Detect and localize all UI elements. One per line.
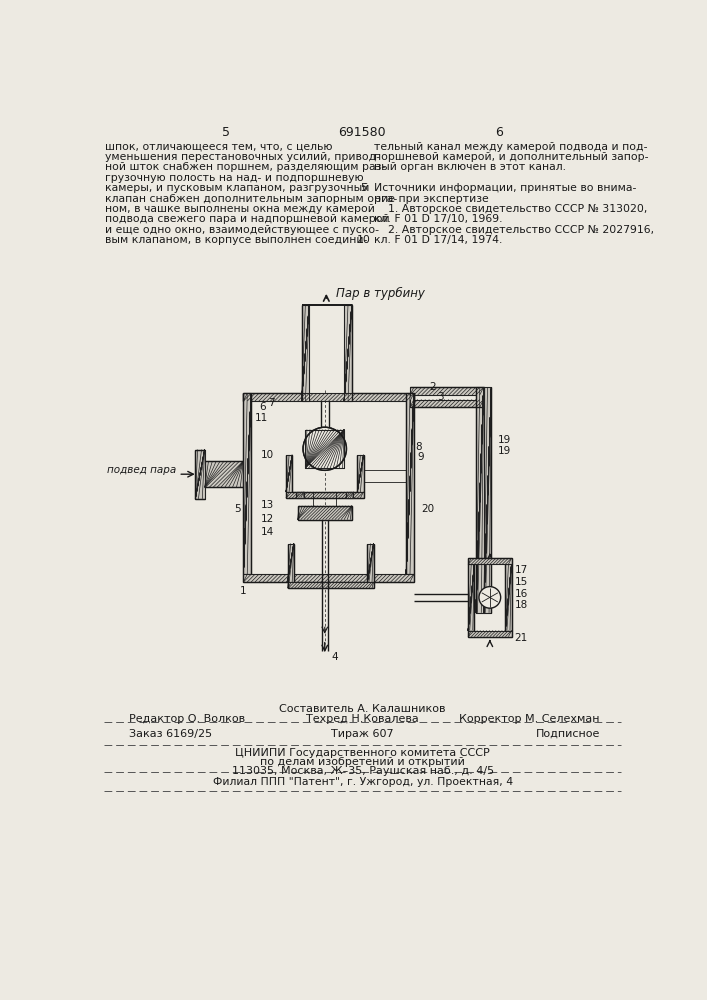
Text: 10: 10 [260,450,274,460]
Text: 9: 9 [417,452,423,462]
Text: 19: 19 [498,446,511,456]
Text: Техред Н.Ковалева: Техред Н.Ковалева [306,714,419,724]
Text: тельный канал между камерой подвода и под-: тельный канал между камерой подвода и по… [373,142,647,152]
Text: Подписное: Подписное [535,729,600,739]
Text: Заказ 6169/25: Заказ 6169/25 [129,729,212,739]
Text: 13: 13 [260,500,274,510]
Bar [288,544,293,582]
Text: камеры, и пусковым клапаном, разгрузочный: камеры, и пусковым клапаном, разгрузочны… [105,183,370,193]
Text: Филиал ППП "Патент", г. Ужгород, ул. Проектная, 4: Филиал ППП "Патент", г. Ужгород, ул. Про… [213,777,513,787]
Bar [344,305,352,401]
Text: 14: 14 [260,527,274,537]
Bar [286,455,292,492]
Bar [476,387,484,613]
Text: 5: 5 [234,504,240,514]
Text: 113035, Москва, Ж–35, Раушская наб., д. 4/5: 113035, Москва, Ж–35, Раушская наб., д. … [232,766,493,776]
Text: 11: 11 [255,413,268,423]
Text: Пар в турбину: Пар в турбину [337,287,425,300]
Bar [243,393,414,401]
Text: 12: 12 [260,514,274,524]
Bar [346,492,354,498]
Text: 7: 7 [268,398,275,408]
Bar [410,400,484,407]
Bar [301,305,309,401]
Bar [468,631,512,637]
Text: Корректор М. Селехман: Корректор М. Селехман [460,714,600,724]
Text: 2: 2 [429,382,436,392]
Text: 20: 20 [421,504,435,514]
Text: грузочную полость на над- и подпоршневую: грузочную полость на над- и подпоршневую [105,173,364,183]
Text: ный орган включен в этот канал.: ный орган включен в этот канал. [373,162,566,172]
Text: 17: 17 [515,565,528,575]
Bar [305,430,344,468]
Text: 21: 21 [515,633,528,643]
Text: ние при экспертизе: ние при экспертизе [373,194,489,204]
Text: 5: 5 [221,126,230,139]
Text: 8: 8 [416,442,422,452]
Text: 10: 10 [356,235,370,245]
Circle shape [479,587,501,608]
Text: 6: 6 [259,402,266,412]
Text: Источники информации, принятые во внима-: Источники информации, принятые во внима- [373,183,636,193]
Text: ной шток снабжен поршнем, разделяющим раз-: ной шток снабжен поршнем, разделяющим ра… [105,162,386,172]
Bar [506,564,512,631]
Text: 1. Авторское свидетельство СССР № 313020,: 1. Авторское свидетельство СССР № 313020… [373,204,647,214]
Bar [288,582,373,588]
Bar [368,544,373,582]
Circle shape [303,427,346,470]
Text: Редактор О. Волков: Редактор О. Волков [129,714,245,724]
Bar [195,450,204,499]
Text: вым клапаном, в корпусе выполнен соедини-: вым клапаном, в корпусе выполнен соедини… [105,235,368,245]
Text: подвода свежего пара и надпоршневой камерой: подвода свежего пара и надпоршневой каме… [105,214,390,224]
Text: 4: 4 [331,652,337,662]
Bar [406,393,414,574]
Text: 6: 6 [495,126,503,139]
Text: 19: 19 [498,435,511,445]
Bar [468,564,474,631]
Text: Тираж 607: Тираж 607 [332,729,394,739]
Bar [357,455,363,492]
Text: 15: 15 [515,577,528,587]
Bar [298,506,352,520]
Text: шпок, отличающееся тем, что, с целью: шпок, отличающееся тем, что, с целью [105,142,333,152]
Text: по делам изобретений и открытий: по делам изобретений и открытий [260,757,465,767]
Text: поршневой камерой, и дополнительный запор-: поршневой камерой, и дополнительный запо… [373,152,648,162]
Text: 1: 1 [240,586,246,596]
Text: 691580: 691580 [338,126,386,139]
Text: 3: 3 [437,392,444,402]
Bar [204,461,243,487]
Text: и еще одно окно, взаимодействующее с пуско-: и еще одно окно, взаимодействующее с пус… [105,225,380,235]
Text: кл. F 01 D 17/10, 1969.: кл. F 01 D 17/10, 1969. [373,214,502,224]
Bar [286,492,363,498]
Text: подвед пара: подвед пара [107,465,176,475]
Bar [243,574,414,582]
Bar [468,558,512,564]
Bar [296,492,304,498]
Bar [251,401,406,574]
Bar [410,387,484,395]
Bar [243,393,251,574]
Text: ЦНИИПИ Государственного комитета СССР: ЦНИИПИ Государственного комитета СССР [235,748,490,758]
Text: кл. F 01 D 17/14, 1974.: кл. F 01 D 17/14, 1974. [373,235,502,245]
Text: уменьшения перестановочных усилий, привод-: уменьшения перестановочных усилий, приво… [105,152,380,162]
Bar [484,387,491,613]
Text: 16: 16 [515,589,528,599]
Text: ном, в чашке выполнены окна между камерой: ном, в чашке выполнены окна между камеро… [105,204,375,214]
Text: 18: 18 [515,600,528,610]
Text: Составитель А. Калашников: Составитель А. Калашников [279,704,446,714]
Text: клапан снабжен дополнительным запорным орга-: клапан снабжен дополнительным запорным о… [105,194,397,204]
Text: 5: 5 [360,183,367,193]
Text: 2. Авторское свидетельство СССР № 2027916,: 2. Авторское свидетельство СССР № 202791… [373,225,654,235]
